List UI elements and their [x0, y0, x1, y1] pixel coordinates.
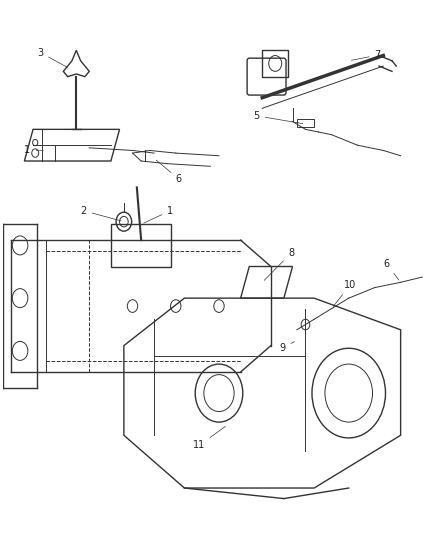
Text: 8: 8 — [264, 248, 294, 280]
Text: 5: 5 — [254, 111, 303, 124]
Text: 7: 7 — [351, 50, 381, 60]
Text: 2: 2 — [81, 206, 121, 221]
Text: 9: 9 — [279, 342, 294, 353]
Bar — [262, 50, 288, 77]
Text: 3: 3 — [37, 47, 67, 67]
Text: 11: 11 — [193, 426, 226, 450]
Bar — [111, 224, 171, 266]
Text: 6: 6 — [383, 259, 399, 280]
Text: 1: 1 — [25, 145, 43, 155]
Text: 10: 10 — [333, 280, 357, 306]
Text: 6: 6 — [156, 160, 182, 184]
Bar — [297, 119, 314, 127]
Text: 1: 1 — [144, 206, 173, 223]
